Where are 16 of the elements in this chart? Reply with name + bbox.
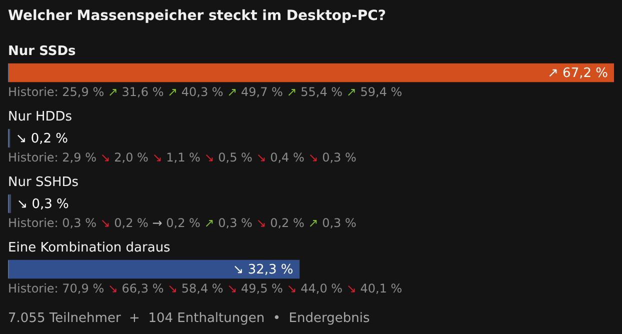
text: Historie: 2,9 % ↘ 2,0 % ↘ 1,1 % ↘ 0,5 % ↘ 0,4 % ↘ 0,3 % xyxy=(8,150,356,164)
bar xyxy=(8,63,614,82)
chart-title: Welcher Massenspeicher steckt im Desktop-PC? xyxy=(8,8,386,24)
text: 7.055 Teilnehmer + 104 Enthaltungen • Endergebnis xyxy=(8,311,370,326)
y-tick-label: Eine Kombination daraus xyxy=(8,240,171,256)
y-tick-label: Nur SSDs xyxy=(8,44,76,60)
bar xyxy=(8,260,300,279)
y-tick-label: Nur SSHDs xyxy=(8,175,79,190)
text: Historie: 25,9 % ↗ 31,6 % ↗ 40,3 % ↗ 49,7 % ↗ 55,4 % ↗ 59,4 % xyxy=(8,84,402,99)
text: Historie: 70,9 % ↘ 66,3 % ↘ 58,4 % ↘ 49,5 % ↘ 44,0 % ↘ 40,1 % xyxy=(8,281,402,296)
data-label: ↘ 32,3 % xyxy=(232,262,294,278)
data-label: ↘ 0,2 % xyxy=(16,132,68,147)
data-label: ↘ 0,3 % xyxy=(16,197,69,212)
y-tick-label: Nur HDDs xyxy=(8,110,72,125)
data-label: ↗ 67,2 % xyxy=(548,66,608,82)
text: Historie: 0,3 % ↘ 0,2 % → 0,2 % ↗ 0,3 % ↘ 0,2 % ↗ 0,3 % xyxy=(8,216,356,230)
